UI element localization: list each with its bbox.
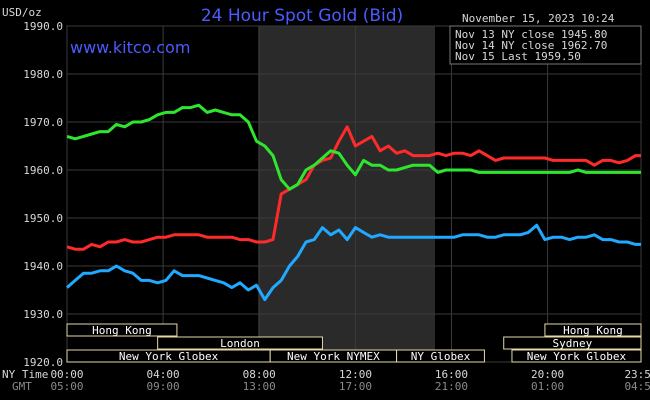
session-bar: [511, 349, 642, 363]
x-tick-label-ny: 16:00: [435, 368, 468, 381]
session-label: New York Globex: [119, 350, 219, 363]
y-tick-label: 1930.0: [23, 308, 63, 321]
y-tick-label: 1960.0: [23, 164, 63, 177]
session-bar: [396, 349, 485, 363]
trading-hours-shade: [258, 26, 435, 362]
session-bar: [503, 336, 642, 350]
session-label: London: [220, 337, 260, 350]
legend-item-nov13: Nov 13 NY close 1945.80: [455, 28, 607, 41]
plot-area: 1920.0 1930.0 1940.0 1950.0 1960.0 1970.0 1980…: [23, 20, 642, 369]
ny-time-label: NY Time: [2, 368, 48, 381]
x-tick-label-gmt: 05:00: [50, 380, 83, 393]
gmt-label: GMT: [12, 380, 32, 393]
unit-label: USD/oz: [2, 6, 42, 19]
legend-box: [449, 25, 642, 65]
timestamp: November 15, 2023 10:24: [462, 12, 615, 25]
y-tick-label: 1940.0: [23, 260, 63, 273]
y-axis: 1920.0 1930.0 1940.0 1950.0 1960.0 1970.0 1980…: [23, 20, 63, 369]
website-label: www.kitco.com: [70, 38, 190, 57]
x-tick-label-gmt: 21:00: [435, 380, 468, 393]
x-tick-label-ny: 23:59: [624, 368, 650, 381]
y-tick-label: 1970.0: [23, 116, 63, 129]
x-tick-label-ny: 08:00: [243, 368, 276, 381]
y-tick-label: 1920.0: [23, 356, 63, 369]
session-label: New York Globex: [527, 350, 627, 363]
y-tick-label: 1980.0: [23, 68, 63, 81]
series-line-3: [66, 103, 641, 191]
series-layer: [66, 103, 641, 302]
y-tick-label: 1990.0: [23, 20, 63, 33]
session-label: Sydney: [552, 337, 592, 350]
session-bar: [544, 323, 642, 337]
series-line-2: [66, 125, 641, 251]
chart-title: 24 Hour Spot Gold (Bid): [201, 6, 403, 26]
x-tick-label-ny: 20:00: [531, 368, 564, 381]
series-line-1: [66, 223, 641, 302]
legend-item-nov15: Nov 15 Last 1959.50: [455, 50, 581, 63]
y-tick-label: 1950.0: [23, 212, 63, 225]
x-tick-label-gmt: 04:59: [624, 380, 650, 393]
x-tick-label-gmt: 01:00: [531, 380, 564, 393]
x-tick-label-ny: 00:00: [50, 368, 83, 381]
session-label: Hong Kong: [563, 324, 623, 337]
legend-item-nov14: Nov 14 NY close 1962.70: [455, 39, 607, 52]
session-bar: [66, 323, 178, 337]
x-tick-label-ny: 04:00: [147, 368, 180, 381]
x-tick-label-gmt: 13:00: [243, 380, 276, 393]
session-label: NY Globex: [411, 350, 471, 363]
x-tick-label-gmt: 09:00: [147, 380, 180, 393]
session-label: Hong Kong: [92, 324, 152, 337]
session-bar: [157, 336, 323, 350]
session-label: New York NYMEX: [287, 350, 380, 363]
x-tick-label-gmt: 17:00: [339, 380, 372, 393]
legend: Nov 13 NY close 1945.80 Nov 14 NY close …: [449, 25, 642, 65]
x-tick-label-ny: 12:00: [339, 368, 372, 381]
